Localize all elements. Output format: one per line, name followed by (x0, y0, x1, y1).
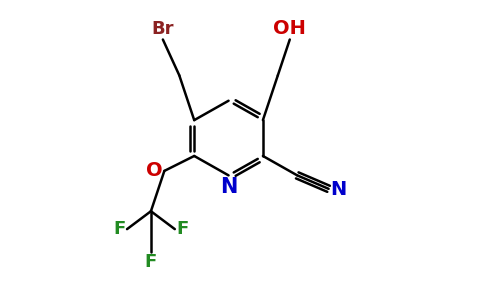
Text: Br: Br (151, 20, 174, 38)
Text: N: N (330, 180, 347, 199)
Text: F: F (176, 220, 189, 238)
Text: OH: OH (273, 19, 306, 38)
Text: N: N (220, 177, 237, 197)
Text: F: F (113, 220, 125, 238)
Text: O: O (146, 161, 163, 180)
Text: F: F (145, 253, 157, 271)
